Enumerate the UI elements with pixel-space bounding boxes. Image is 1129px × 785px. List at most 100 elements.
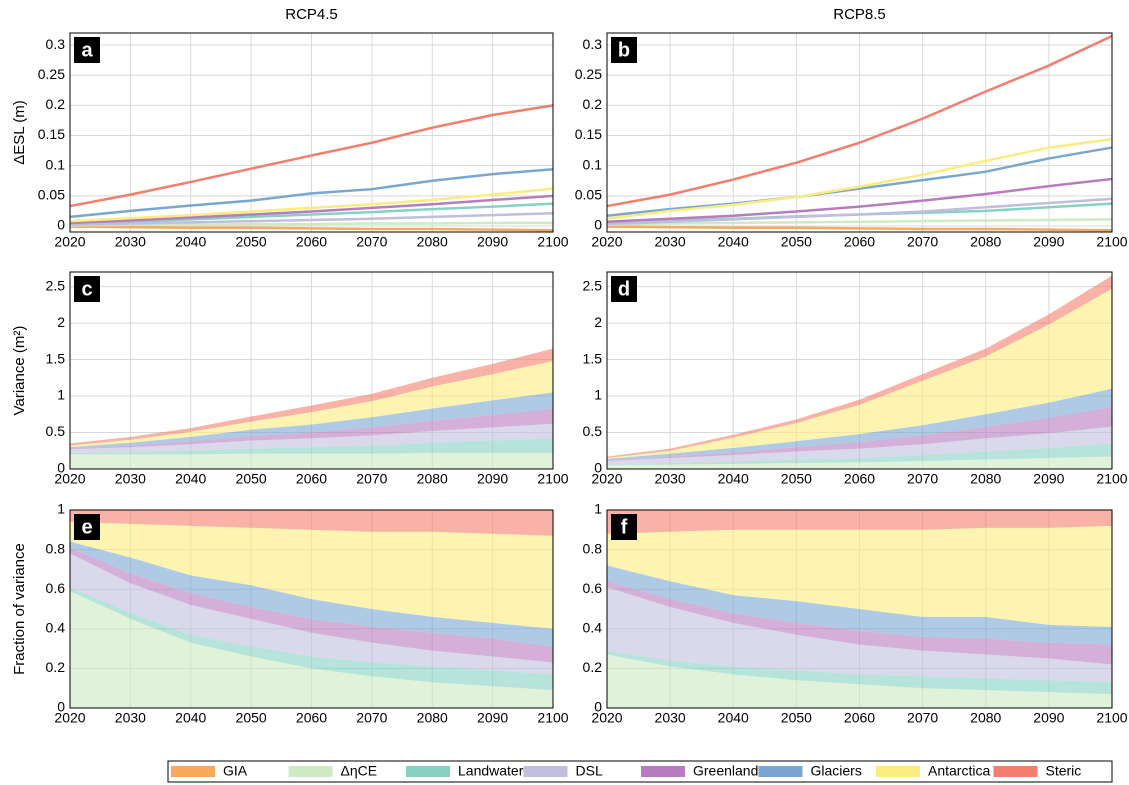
- y-tick-label: 2.5: [583, 277, 603, 293]
- y-tick-label: 0.15: [575, 126, 602, 142]
- x-tick-label: 2060: [844, 471, 875, 487]
- x-tick-label: 2080: [417, 471, 448, 487]
- y-tick-label: 1.5: [46, 350, 66, 366]
- plot-frame: [69, 271, 554, 470]
- legend-swatch: [406, 766, 450, 777]
- plot-frame: [606, 509, 1113, 709]
- panel-label-box: [611, 37, 637, 63]
- x-tick-label: 2020: [591, 234, 622, 250]
- y-tick-label: 0: [57, 460, 65, 476]
- y-tick-label: 0.25: [38, 66, 65, 82]
- stacked-area: [607, 406, 1112, 461]
- panel-label: d: [618, 278, 630, 300]
- x-tick-label: 2030: [115, 234, 146, 250]
- y-tick-label: 0.8: [46, 540, 66, 556]
- y-tick-label: 0.2: [583, 659, 603, 675]
- legend-swatch: [758, 766, 803, 777]
- panel-label: c: [81, 278, 92, 300]
- stacked-area: [607, 443, 1112, 466]
- y-tick-label: 0.3: [46, 36, 66, 52]
- y-tick-label: 0.05: [38, 187, 65, 203]
- x-tick-label: 2090: [1033, 234, 1064, 250]
- y-tick-label: 0.15: [38, 126, 65, 142]
- x-tick-label: 2050: [781, 234, 812, 250]
- x-tick-label: 2090: [1033, 710, 1064, 726]
- x-tick-label: 2070: [907, 234, 938, 250]
- legend-swatch: [876, 766, 920, 777]
- panel-label-box: [74, 276, 100, 302]
- y-tick-label: 0: [57, 217, 65, 233]
- stacked-area: [70, 452, 553, 469]
- y-tick-label: 2.5: [46, 277, 66, 293]
- series-line: [69, 104, 554, 208]
- x-tick-label: 2030: [115, 710, 146, 726]
- legend-label: ΔηCE: [341, 763, 378, 779]
- y-tick-label: 0.6: [46, 580, 66, 596]
- panel-title: RCP8.5: [833, 6, 886, 23]
- x-tick-label: 2060: [844, 710, 875, 726]
- x-tick-label: 2070: [356, 234, 387, 250]
- legend-swatch: [171, 766, 215, 777]
- series-line: [69, 225, 554, 232]
- x-tick-label: 2070: [356, 710, 387, 726]
- panel-label-box: [74, 514, 100, 540]
- panel-label: b: [618, 39, 630, 61]
- x-tick-label: 2030: [655, 710, 686, 726]
- plot-frame: [69, 32, 554, 233]
- stacked-area: [70, 541, 553, 647]
- series-line: [606, 137, 1113, 220]
- panel-label: e: [81, 516, 92, 538]
- legend-label: Antarctica: [928, 763, 990, 779]
- y-tick-label: 1: [594, 387, 602, 403]
- y-axis-label: Variance (m²): [11, 326, 28, 416]
- x-tick-label: 2030: [115, 471, 146, 487]
- series-line: [69, 168, 554, 219]
- y-tick-label: 2: [594, 314, 602, 330]
- panel-label: f: [621, 516, 628, 538]
- x-tick-label: 2050: [236, 710, 267, 726]
- legend-swatch: [641, 766, 685, 777]
- y-tick-label: 0: [594, 217, 602, 233]
- x-tick-label: 2050: [236, 471, 267, 487]
- series-line: [69, 212, 554, 227]
- x-tick-label: 2080: [970, 710, 1001, 726]
- y-tick-label: 0.4: [46, 620, 66, 636]
- series-line: [606, 197, 1113, 226]
- stacked-area: [607, 510, 1112, 534]
- x-tick-label: 2020: [591, 471, 622, 487]
- series-line: [606, 177, 1113, 223]
- series-line: [69, 221, 553, 227]
- x-tick-label: 2090: [1033, 471, 1064, 487]
- x-tick-label: 2020: [591, 710, 622, 726]
- panel-label: a: [81, 39, 93, 61]
- y-axis-label: ΔESL (m): [11, 100, 28, 164]
- x-tick-label: 2020: [54, 471, 85, 487]
- x-tick-label: 2100: [537, 234, 568, 250]
- stacked-area: [607, 587, 1112, 683]
- stacked-area: [607, 288, 1112, 459]
- series-line: [606, 225, 1113, 232]
- x-tick-label: 2030: [655, 234, 686, 250]
- y-tick-label: 1: [57, 387, 65, 403]
- stacked-area: [607, 565, 1112, 645]
- legend-swatch: [288, 766, 333, 777]
- y-tick-label: 0: [57, 699, 65, 715]
- stacked-area: [70, 591, 553, 708]
- y-tick-label: 1: [594, 501, 602, 517]
- y-tick-label: 0.1: [583, 156, 603, 172]
- x-tick-label: 2040: [718, 710, 749, 726]
- y-tick-label: 0: [594, 460, 602, 476]
- legend-label: Greenland: [693, 763, 758, 779]
- stacked-area: [607, 525, 1112, 627]
- series-line: [606, 218, 1113, 227]
- series-line: [69, 194, 554, 225]
- plot-frame: [69, 509, 554, 709]
- x-tick-label: 2100: [1096, 471, 1127, 487]
- y-tick-label: 2: [57, 314, 65, 330]
- x-tick-label: 2020: [54, 234, 85, 250]
- x-tick-label: 2020: [54, 710, 85, 726]
- y-tick-label: 0.6: [583, 580, 603, 596]
- y-tick-label: 1: [57, 501, 65, 517]
- stacked-area: [607, 456, 1112, 469]
